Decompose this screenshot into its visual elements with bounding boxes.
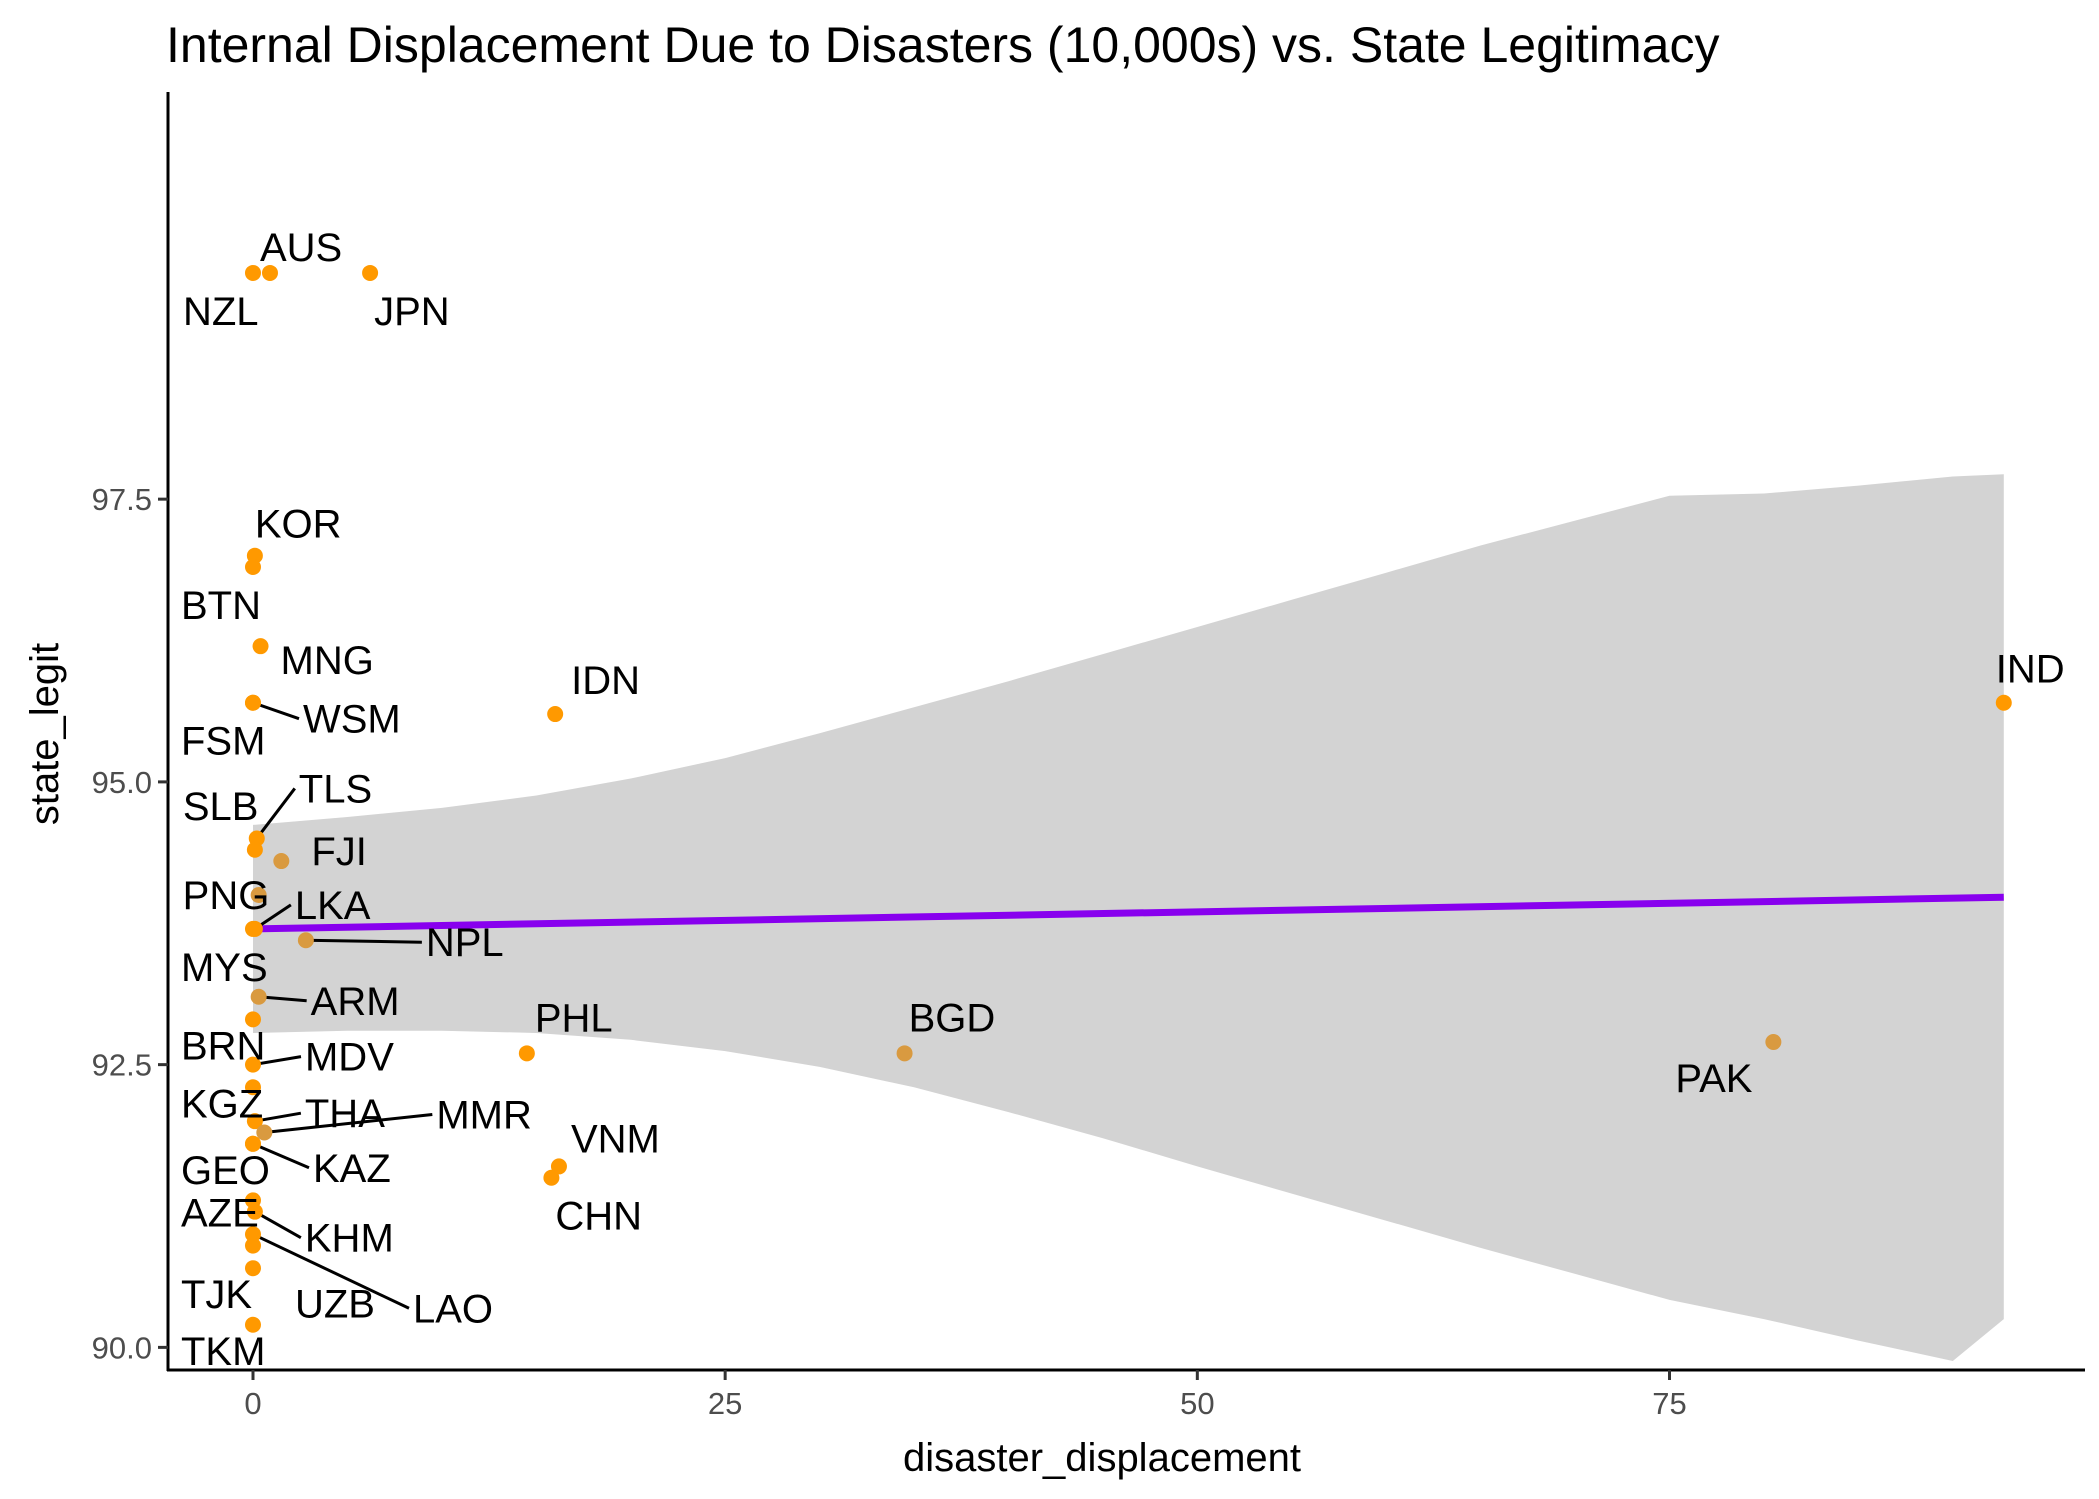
point-label-phl: PHL — [535, 996, 613, 1040]
point-label-lao: LAO — [413, 1287, 493, 1331]
leader-line-khm — [254, 1210, 302, 1239]
point-label-bgd: BGD — [909, 996, 996, 1040]
point-label-mmr: MMR — [436, 1093, 532, 1137]
axes-layer: 0 25 50 75 90.0 92.5 95.0 97.5 — [92, 92, 2085, 1421]
data-point-khm — [246, 1203, 263, 1220]
data-point-brn — [244, 1011, 261, 1028]
data-point-mng — [252, 638, 269, 655]
point-label-aze: AZE — [181, 1191, 259, 1235]
data-point-mdv — [244, 1056, 261, 1073]
data-point-fji — [273, 853, 290, 870]
point-label-chn: CHN — [555, 1195, 642, 1239]
data-point-aus — [261, 264, 278, 281]
data-point-bgd — [896, 1045, 913, 1062]
data-point-slb — [246, 841, 263, 858]
point-label-tha: THA — [305, 1092, 385, 1136]
chart-title: Internal Displacement Due to Disasters (… — [166, 17, 1719, 73]
point-label-kor: KOR — [255, 503, 342, 547]
point-label-mdv: MDV — [305, 1036, 394, 1080]
data-point-geo — [244, 1135, 261, 1152]
confidence-band-layer — [253, 474, 2004, 1361]
points-layer — [244, 264, 2012, 1333]
point-label-png: PNG — [183, 874, 270, 918]
fit-line-layer — [252, 893, 2004, 933]
point-label-tjk: TJK — [181, 1273, 252, 1317]
point-label-mng: MNG — [281, 639, 374, 683]
data-point-uzb — [244, 1237, 261, 1254]
x-tick-label: 0 — [244, 1386, 261, 1421]
x-tick-label: 75 — [1652, 1386, 1686, 1421]
data-point-npl — [297, 932, 314, 949]
leader-line-mdv — [252, 1055, 302, 1067]
fit-line — [252, 893, 2004, 933]
data-point-mys — [244, 920, 261, 937]
y-tick-label: 92.5 — [92, 1048, 152, 1083]
data-point-kgz — [244, 1079, 261, 1096]
point-label-jpn: JPN — [374, 290, 450, 334]
leader-line-arm — [258, 995, 307, 1003]
data-point-png — [250, 886, 267, 903]
point-label-tls: TLS — [299, 767, 372, 811]
point-label-npl: NPL — [426, 921, 504, 965]
y-tick-label: 97.5 — [92, 482, 152, 517]
data-point-lao — [244, 1226, 261, 1243]
leader-line-lao — [252, 1232, 410, 1310]
x-tick-label: 50 — [1180, 1386, 1214, 1421]
leader-line-wsm — [252, 701, 300, 721]
data-point-btn — [244, 559, 261, 576]
point-label-kaz: KAZ — [313, 1147, 391, 1191]
point-label-uzb: UZB — [295, 1283, 375, 1327]
label-leader-layer — [252, 701, 433, 1310]
point-label-nzl: NZL — [183, 290, 259, 334]
data-point-idn — [547, 706, 564, 723]
point-label-aus: AUS — [260, 226, 342, 270]
data-point-vnm — [550, 1158, 567, 1175]
point-label-pak: PAK — [1675, 1057, 1752, 1101]
data-point-pak — [1765, 1034, 1782, 1051]
y-tick-label: 90.0 — [92, 1330, 152, 1365]
leader-line-kaz — [252, 1142, 310, 1170]
data-point-mmr — [256, 1124, 273, 1141]
y-axis-title: state_legit — [23, 643, 67, 825]
point-label-mys: MYS — [181, 946, 268, 990]
leader-line-tls — [255, 787, 296, 840]
point-label-lka: LKA — [295, 884, 371, 928]
data-point-nzl — [244, 264, 261, 281]
confidence-band — [253, 474, 2004, 1361]
data-point-chn — [543, 1169, 560, 1186]
data-point-arm — [250, 988, 267, 1005]
data-point-tjk — [244, 1260, 261, 1277]
point-label-wsm: WSM — [303, 698, 401, 742]
point-label-arm: ARM — [311, 980, 400, 1024]
leader-line-npl — [305, 938, 422, 944]
point-label-kgz: KGZ — [181, 1082, 263, 1126]
data-point-phl — [518, 1045, 535, 1062]
point-label-geo: GEO — [181, 1149, 270, 1193]
x-axis-title: disaster_displacement — [903, 1436, 1301, 1480]
leader-line-mmr — [264, 1113, 433, 1134]
data-point-jpn — [362, 264, 379, 281]
point-label-slb: SLB — [183, 785, 259, 829]
point-label-vnm: VNM — [571, 1117, 660, 1161]
point-label-khm: KHM — [305, 1217, 394, 1261]
point-label-tkm: TKM — [181, 1330, 265, 1374]
point-label-ind: IND — [1996, 648, 2065, 692]
point-label-idn: IDN — [571, 659, 640, 703]
point-label-brn: BRN — [181, 1024, 265, 1068]
data-point-tha — [246, 1113, 263, 1130]
point-label-fji: FJI — [311, 830, 367, 874]
point-label-btn: BTN — [181, 584, 261, 628]
data-point-ind — [1995, 694, 2012, 711]
y-tick-label: 95.0 — [92, 765, 152, 800]
x-tick-label: 25 — [708, 1386, 742, 1421]
point-label-fsm: FSM — [181, 720, 265, 764]
data-point-fsm — [244, 694, 261, 711]
data-point-tkm — [244, 1316, 261, 1333]
